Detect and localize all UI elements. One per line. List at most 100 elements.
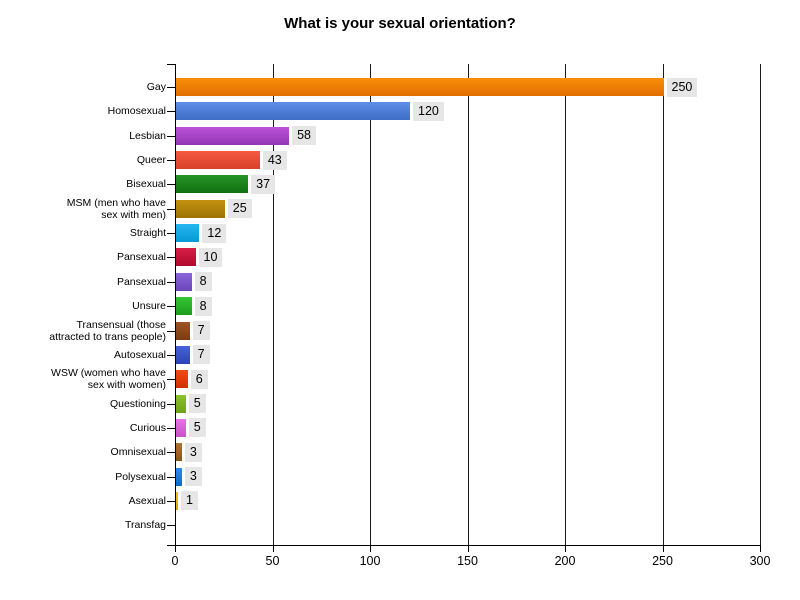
value-label: 250 <box>666 77 698 97</box>
x-tick-label: 200 <box>554 554 576 568</box>
value-label: 10 <box>198 247 223 267</box>
x-axis-tick <box>272 545 274 552</box>
gridline <box>760 64 761 545</box>
category-label: Curious <box>129 421 166 434</box>
x-axis-tick <box>565 545 566 552</box>
y-axis-tick <box>167 403 175 405</box>
bar <box>176 224 200 243</box>
x-axis-tick <box>467 545 469 552</box>
x-axis-tick <box>370 545 371 552</box>
gridline <box>662 64 664 545</box>
value-label: 43 <box>262 150 287 170</box>
category-label: Asexual <box>128 494 166 507</box>
y-axis-tick <box>167 306 175 308</box>
bar <box>176 248 196 267</box>
category-label: Unsure <box>132 300 166 313</box>
value-label: 6 <box>190 369 208 389</box>
category-label: Polysexual <box>115 470 166 483</box>
category-label: Bisexual <box>126 178 166 191</box>
category-label: Questioning <box>109 397 166 410</box>
bar <box>176 443 182 462</box>
y-axis-line <box>175 64 176 546</box>
bar <box>176 78 664 96</box>
bar <box>176 199 225 218</box>
gridline <box>467 64 469 545</box>
value-label: 120 <box>413 101 444 121</box>
y-axis-tick <box>167 208 175 210</box>
value-label: 25 <box>227 199 252 219</box>
gridline <box>272 64 274 545</box>
x-tick-label: 50 <box>265 554 280 568</box>
x-axis-tick <box>175 545 176 552</box>
category-label: Pansexual <box>116 275 166 288</box>
bar <box>176 151 260 170</box>
bar <box>176 126 290 145</box>
category-label: Straight <box>129 227 166 240</box>
y-axis-tick <box>167 184 175 186</box>
value-label: 7 <box>192 321 210 340</box>
category-label: MSM (men who have sex with men) <box>66 196 166 221</box>
value-label: 8 <box>194 272 212 292</box>
y-axis-tick <box>167 111 175 113</box>
y-axis-tick <box>167 354 175 356</box>
y-axis-tick <box>167 500 175 502</box>
value-label: 8 <box>194 296 212 316</box>
bar <box>176 321 190 340</box>
y-axis-tick <box>167 233 175 235</box>
x-axis-tick <box>760 545 761 552</box>
y-axis-tick <box>167 379 175 381</box>
y-axis-tick <box>167 427 175 429</box>
value-label: 7 <box>192 345 210 365</box>
bar <box>176 102 410 121</box>
bar <box>176 272 192 291</box>
x-axis-line <box>167 545 761 546</box>
y-axis-top-cap-tick <box>167 64 175 65</box>
category-label: Omnisexual <box>110 446 166 459</box>
value-label: 5 <box>188 394 206 414</box>
y-axis-tick <box>167 330 175 332</box>
x-axis-tick <box>662 545 664 552</box>
category-label: Transensual (those attracted to trans pe… <box>49 318 166 343</box>
value-label: 3 <box>184 467 202 487</box>
bar <box>176 394 186 413</box>
y-axis-tick <box>167 525 175 527</box>
category-label: Gay <box>146 81 166 93</box>
value-label: 5 <box>188 418 206 438</box>
value-label: 1 <box>181 491 198 511</box>
category-label: Queer <box>136 154 166 167</box>
bar <box>176 467 182 486</box>
x-tick-label: 150 <box>457 554 478 568</box>
x-tick-label: 100 <box>359 554 381 568</box>
gridline <box>370 64 371 545</box>
y-axis-tick <box>167 135 175 137</box>
y-axis-tick <box>167 160 175 162</box>
category-label: Pansexual <box>116 251 166 264</box>
x-tick-label: 250 <box>652 554 673 568</box>
y-axis-tick <box>167 281 175 283</box>
category-label: Lesbian <box>129 129 166 142</box>
y-axis-tick <box>167 476 175 478</box>
category-label: Autosexual <box>114 348 166 361</box>
y-axis-tick <box>167 257 175 259</box>
bar <box>176 345 190 364</box>
bar <box>176 297 192 316</box>
plot-area: 250 120 58 43 37 25 12 10 8 8 7 7 6 5 5 3 3 1 <box>175 64 761 545</box>
chart-title: What is your sexual orientation? <box>284 15 516 32</box>
gridline <box>565 64 566 545</box>
x-tick-label: 300 <box>749 554 771 568</box>
bar <box>176 175 249 194</box>
bar <box>176 370 188 389</box>
category-label: Transfag <box>124 519 166 532</box>
value-label: 3 <box>184 442 202 462</box>
value-label: 58 <box>292 126 316 146</box>
bar <box>176 418 186 437</box>
category-label: Homosexual <box>107 105 166 118</box>
bar <box>176 491 178 510</box>
value-label: 37 <box>251 174 276 194</box>
y-axis-tick <box>167 452 175 454</box>
value-label: 12 <box>202 223 227 243</box>
y-axis-tick <box>167 87 175 88</box>
category-label: WSW (women who have sex with women) <box>51 367 166 392</box>
x-tick-label: 0 <box>171 554 179 568</box>
